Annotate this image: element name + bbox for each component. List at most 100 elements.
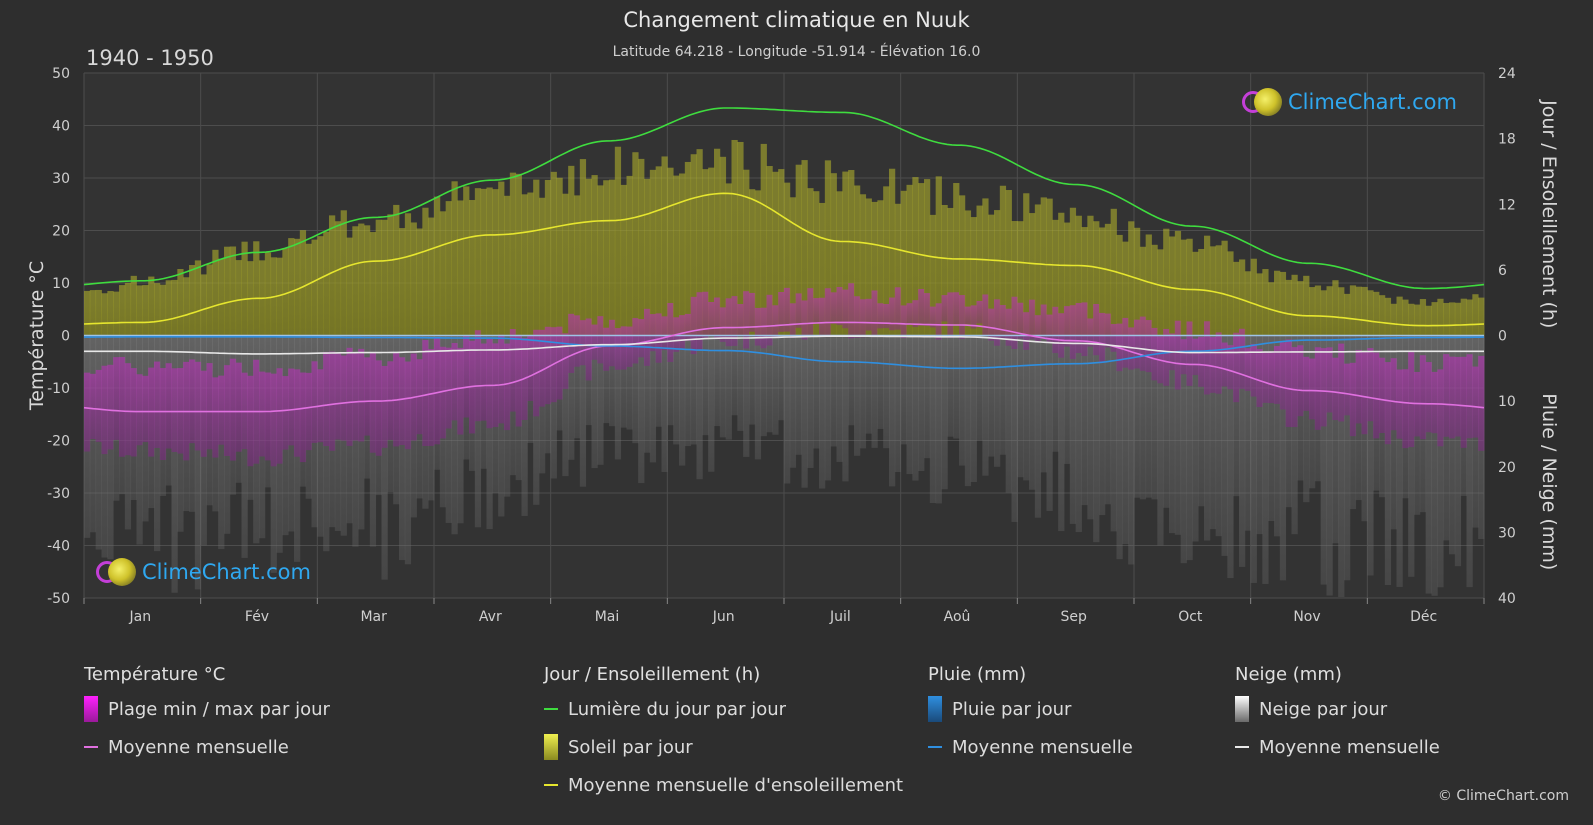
sunshine-bar: [159, 284, 167, 336]
temperature-bar: [725, 298, 732, 347]
temperature-bar: [784, 287, 791, 332]
temperature-bar: [457, 347, 464, 435]
x-tick-label: Mai: [595, 609, 620, 625]
sunshine-bar: [935, 176, 942, 336]
sunshine-bar: [772, 171, 779, 336]
temperature-bar: [159, 368, 167, 460]
sunshine-bar: [737, 141, 744, 336]
temperature-bar: [1128, 327, 1135, 370]
sunshine-bar: [1215, 245, 1222, 336]
sunshine-bar: [539, 197, 546, 336]
sunshine-bar: [183, 277, 190, 336]
legend-label: Moyenne mensuelle: [952, 736, 1133, 758]
temperature-bar: [434, 337, 441, 445]
sunshine-bar: [1291, 274, 1298, 336]
snow-bar: [1139, 335, 1147, 500]
temperature-bar: [1204, 321, 1211, 395]
legend-title: Jour / Ensoleillement (h): [544, 664, 761, 685]
x-tick-label: Déc: [1410, 609, 1437, 625]
temperature-bar: [1256, 348, 1263, 407]
temperature-bar: [1274, 346, 1281, 404]
sunshine-bar: [399, 228, 406, 336]
snow-bar: [1209, 335, 1217, 530]
temperature-bar: [247, 375, 254, 467]
temperature-bar: [1052, 306, 1059, 354]
x-tick-label: Jan: [129, 609, 152, 625]
snow-bar: [603, 335, 610, 424]
x-tick-label: Fév: [245, 609, 269, 625]
temperature-bar: [294, 369, 301, 457]
temperature-bar: [1279, 342, 1287, 410]
temperature-bar: [1064, 306, 1071, 347]
sunshine-bar: [1169, 236, 1176, 336]
sunshine-bar: [1466, 299, 1473, 336]
x-tick-label: Aoû: [944, 609, 971, 625]
sunshine-bar: [1314, 285, 1322, 336]
axis-titles: Température °C Jour / Ensoleillement (h) P…: [26, 99, 1560, 570]
snow-bar: [1011, 335, 1018, 522]
sunshine-bar: [1163, 228, 1170, 336]
snow-bar: [789, 335, 797, 468]
y-right-top-tick-label: 18: [1498, 132, 1516, 148]
sunshine-bar: [445, 201, 452, 336]
temperature-bar: [1355, 349, 1362, 424]
daily-bands: [84, 139, 1485, 597]
temperature-bar: [329, 351, 336, 451]
sunshine-bar: [988, 214, 995, 336]
sunshine-bar: [498, 181, 505, 336]
temperature-bar: [1139, 316, 1147, 371]
sunshine-bar: [334, 221, 342, 336]
snow-bar: [1017, 335, 1024, 478]
sunshine-bar: [1460, 298, 1467, 336]
snow-bar: [1390, 335, 1397, 530]
sunshine-bar: [778, 169, 785, 336]
temperature-bar: [1297, 345, 1304, 417]
sunshine-bar: [1005, 190, 1012, 336]
temperature-bar: [644, 308, 651, 366]
sunshine-bar: [609, 179, 616, 336]
sunshine-bar: [89, 290, 97, 336]
temperature-bar: [807, 288, 814, 336]
temperature-bar: [544, 326, 552, 405]
sunshine-bar: [1198, 248, 1205, 336]
snow-bar: [1198, 335, 1205, 507]
temperature-bar: [836, 286, 843, 326]
temperature-bar: [1338, 343, 1345, 422]
snow-bar: [661, 335, 668, 472]
sunshine-bar: [644, 178, 651, 336]
temperature-bar: [498, 334, 505, 424]
sunshine-bar: [994, 210, 1001, 336]
temperature-bar: [206, 363, 213, 450]
sunshine-bar: [387, 214, 394, 336]
temperature-bar: [988, 308, 995, 341]
sunshine-bar: [1075, 215, 1082, 336]
y-left-tick-label: 30: [52, 171, 70, 187]
temperature-bar: [1390, 358, 1397, 431]
temperature-bar: [1034, 315, 1042, 342]
sunshine-bar: [795, 164, 802, 336]
sunshine-bar: [101, 293, 108, 336]
y-left-tick-label: 0: [61, 329, 70, 345]
snow-bar: [935, 335, 942, 504]
sunshine-bar: [591, 175, 598, 336]
sunshine-bar: [970, 217, 977, 336]
sunshine-bar: [1052, 219, 1059, 336]
snow-bar: [1291, 335, 1298, 535]
temperature-bar: [912, 300, 919, 327]
sunshine-bar: [504, 195, 511, 336]
snow-bar: [399, 335, 406, 561]
temperature-bar: [999, 305, 1007, 339]
temperature-bar: [439, 346, 447, 439]
temperature-bar: [288, 368, 295, 446]
temperature-bar: [113, 357, 120, 440]
sunshine-bar: [918, 183, 925, 336]
temperature-bar: [369, 352, 377, 453]
sunshine-bar: [708, 167, 715, 336]
sunshine-bar: [690, 154, 697, 336]
snow-bar: [597, 335, 604, 465]
temperature-bar: [1011, 296, 1018, 349]
sunshine-bar: [463, 186, 470, 336]
sunshine-bar: [393, 204, 400, 336]
legend-label: Neige par jour: [1259, 698, 1388, 720]
